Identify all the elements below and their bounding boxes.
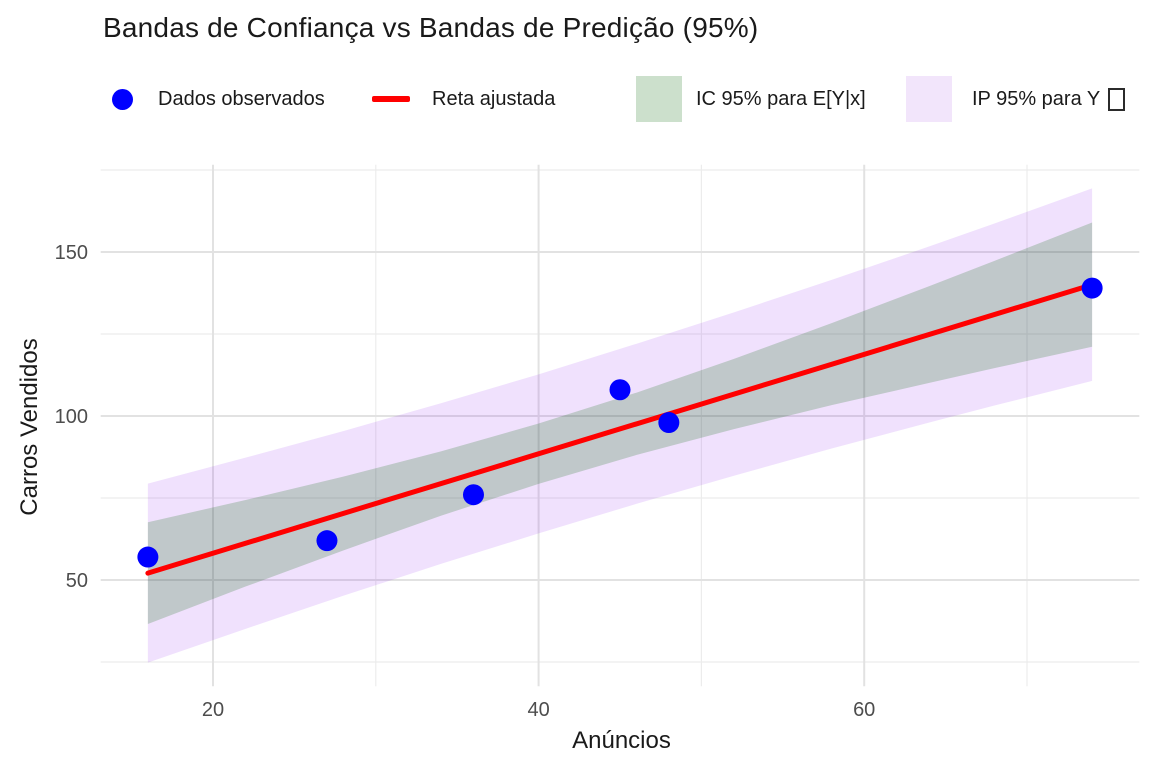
- legend-label-ci-band: IC 95% para E[Y|x]: [696, 87, 866, 110]
- ci-swatch-icon: [636, 76, 682, 122]
- legend-label-observed: Dados observados: [158, 87, 325, 110]
- data-point: [1081, 277, 1103, 299]
- chart-title: Bandas de Confiança vs Bandas de Prediçã…: [103, 12, 759, 43]
- x-tick-label: 60: [853, 699, 875, 721]
- legend-item-pi-band: IP 95% para Y: [906, 76, 1126, 122]
- data-point: [658, 412, 680, 434]
- y-tick-label: 50: [66, 570, 88, 592]
- prediction-band: [147, 188, 1093, 663]
- x-axis-title: Anúncios: [572, 727, 671, 754]
- line-key-icon: [372, 96, 410, 102]
- x-tick-label: 20: [202, 699, 224, 721]
- y-tick-label: 100: [55, 406, 88, 428]
- data-point: [462, 484, 484, 506]
- y-tick-label: 150: [55, 242, 88, 264]
- x-tick-label: 40: [527, 699, 549, 721]
- pi-swatch-icon: [906, 76, 952, 122]
- legend-label-pi-band: IP 95% para Y: [972, 87, 1101, 110]
- fitted-line: [145, 282, 1095, 576]
- data-point: [137, 546, 159, 568]
- point-key-icon: [112, 88, 133, 110]
- confidence-band: [147, 222, 1093, 624]
- data-point: [316, 530, 338, 552]
- legend-item-observed: Dados observados: [112, 76, 325, 122]
- legend-item-fitted-line: Reta ajustada: [372, 76, 555, 122]
- y-axis-title: Carros Vendidos: [16, 338, 43, 516]
- legend-label-fitted-line: Reta ajustada: [432, 87, 556, 110]
- legend-item-ci-band: IC 95% para E[Y|x]: [636, 76, 866, 122]
- missing-glyph-box: [1108, 87, 1126, 111]
- data-point: [609, 379, 631, 401]
